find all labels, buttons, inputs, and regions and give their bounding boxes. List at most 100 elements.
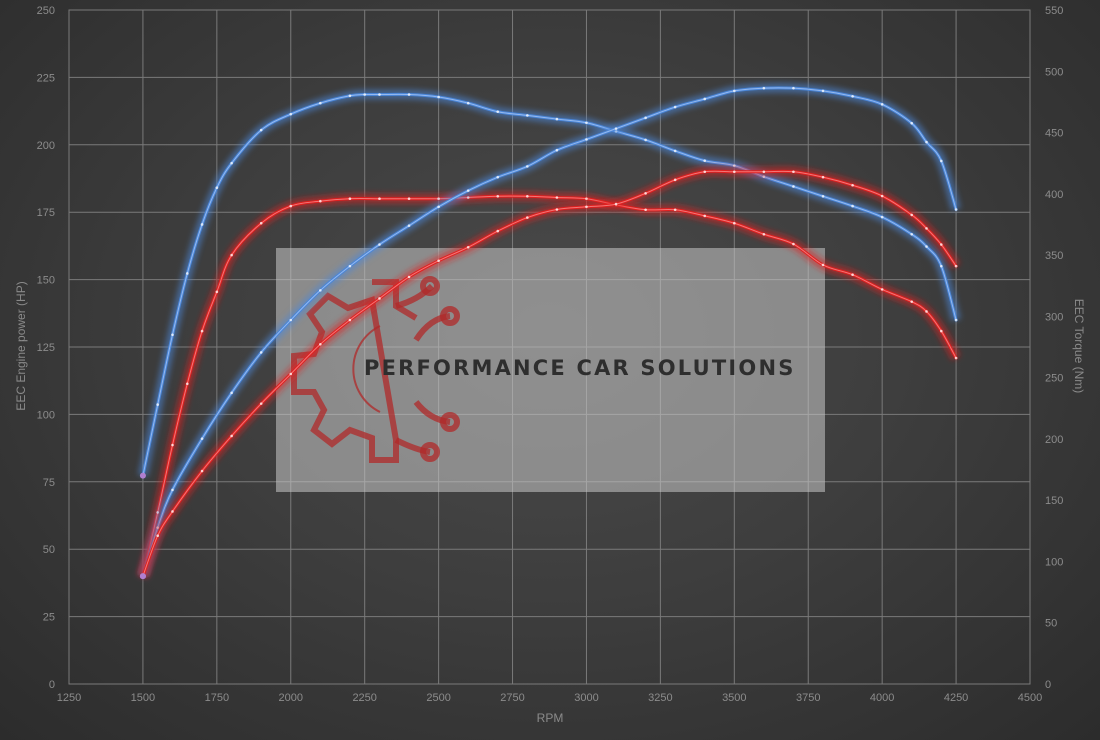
data-point: [555, 148, 559, 152]
data-point: [555, 196, 559, 199]
data-point: [733, 164, 736, 167]
data-point: [673, 105, 677, 109]
data-point: [466, 196, 470, 199]
y-left-tick-label: 25: [43, 612, 55, 624]
watermark-panel: [276, 248, 825, 492]
data-point: [526, 194, 529, 198]
y-right-tick-label: 100: [1045, 556, 1063, 568]
data-point: [319, 101, 322, 105]
data-point: [880, 194, 884, 198]
data-point: [259, 128, 263, 132]
data-point: [407, 93, 411, 96]
data-point: [585, 205, 588, 209]
y-left-tick-label: 0: [49, 679, 55, 691]
data-point: [673, 178, 677, 182]
data-point: [496, 110, 500, 114]
data-point: [673, 208, 677, 212]
data-point: [200, 469, 204, 473]
data-point: [925, 245, 928, 248]
data-point: [925, 310, 928, 313]
data-point: [939, 243, 943, 246]
data-point: [792, 170, 795, 174]
data-point: [289, 112, 293, 116]
y-right-tick-label: 50: [1045, 618, 1057, 630]
data-point: [851, 183, 854, 187]
data-point: [526, 216, 529, 219]
data-point: [289, 318, 293, 322]
data-point: [821, 89, 825, 93]
y-right-tick-label: 550: [1045, 5, 1063, 17]
series-start-point: [139, 472, 146, 479]
y-left-tick-label: 100: [37, 409, 55, 421]
series-line-highlight: [142, 93, 957, 476]
y-right-tick-label: 150: [1045, 495, 1063, 507]
data-point: [673, 149, 677, 153]
plot-frame: [68, 9, 1031, 685]
y-left-tick-label: 50: [43, 544, 55, 556]
data-point: [185, 382, 189, 386]
data-point: [880, 288, 884, 291]
data-point: [496, 175, 500, 179]
data-point: [703, 97, 707, 101]
data-point: [466, 101, 470, 105]
data-point: [378, 297, 381, 300]
data-point: [644, 116, 647, 120]
x-tick-label: 3000: [574, 692, 598, 704]
data-point: [171, 443, 174, 447]
data-point: [348, 264, 352, 268]
tick-labels: 1250 1500 1750 2000 2250 2500 2750 3000 3250 3500…: [37, 5, 1064, 704]
y-left-axis-title: EEC Engine power (HP): [14, 281, 28, 410]
x-tick-label: 4000: [870, 692, 894, 704]
data-point: [821, 263, 825, 267]
data-point: [259, 402, 263, 405]
data-point: [171, 510, 174, 513]
data-point: [437, 197, 440, 201]
data-point: [230, 434, 233, 438]
data-point: [762, 170, 766, 174]
y-right-tick-label: 350: [1045, 250, 1063, 262]
data-point: [910, 300, 914, 303]
data-point: [215, 290, 219, 294]
x-tick-label: 2000: [279, 692, 303, 704]
watermark-text: PERFORMANCE CAR SOLUTIONS: [364, 356, 796, 380]
data-point: [733, 221, 736, 225]
x-axis-title: RPM: [537, 711, 564, 725]
data-point: [555, 117, 559, 121]
data-point: [644, 192, 647, 195]
series-start-point: [139, 573, 146, 580]
data-point: [703, 214, 707, 218]
data-point: [733, 89, 736, 93]
x-tick-label: 3250: [648, 692, 672, 704]
data-point: [939, 159, 943, 163]
data-point: [954, 264, 958, 268]
data-point: [378, 197, 381, 201]
y-right-tick-label: 200: [1045, 434, 1063, 446]
data-point: [703, 159, 707, 163]
data-point: [585, 121, 588, 125]
y-left-tick-label: 200: [37, 140, 55, 152]
data-point: [289, 204, 293, 208]
data-point: [437, 95, 440, 99]
data-point: [910, 232, 914, 236]
data-point: [289, 372, 293, 376]
data-point: [555, 208, 559, 211]
data-point: [437, 205, 440, 209]
data-point: [185, 272, 189, 275]
data-point: [526, 114, 529, 117]
data-point: [585, 138, 588, 141]
data-point: [348, 94, 352, 98]
data-point: [230, 391, 233, 395]
series-3: [138, 166, 961, 580]
data-point: [792, 242, 795, 246]
y-left-tick-label: 225: [37, 72, 55, 84]
data-point: [259, 221, 263, 225]
data-point: [851, 204, 854, 208]
y-left-tick-label: 75: [43, 477, 55, 489]
x-tick-label: 2250: [352, 692, 376, 704]
data-point: [466, 245, 470, 249]
data-point: [614, 127, 618, 130]
y-right-axis-title: EEC Torque (Nm): [1072, 299, 1086, 393]
data-point: [821, 175, 825, 179]
x-tick-label: 1500: [131, 692, 155, 704]
data-point: [230, 253, 233, 257]
